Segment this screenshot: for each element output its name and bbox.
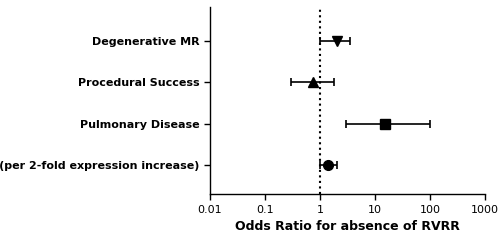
X-axis label: Odds Ratio for absence of RVRR: Odds Ratio for absence of RVRR [235, 220, 460, 233]
